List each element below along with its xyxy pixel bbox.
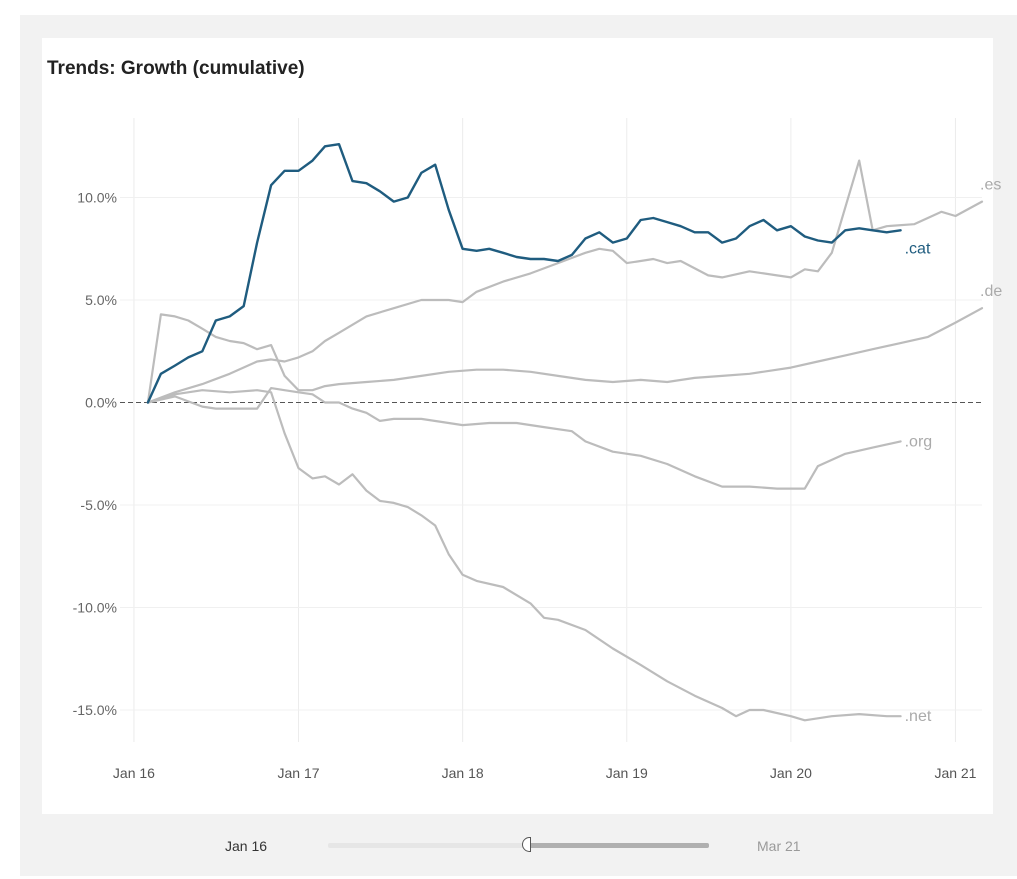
y-tick-label: -5.0% [80,497,117,513]
y-tick-label: -10.0% [73,600,117,616]
y-axis-tick-labels: 10.0% 5.0% 0.0% -5.0% -10.0% -15.0% [73,190,117,719]
y-tick-label: 0.0% [85,395,117,411]
series-label-net: .net [905,708,932,725]
x-tick-label: Jan 16 [113,765,155,781]
horizontal-gridlines [120,197,982,711]
chart-title: Trends: Growth (cumulative) [47,58,305,79]
series-label-es: .es [980,177,1001,194]
series-line-de[interactable] [146,307,984,404]
series-line-org[interactable] [146,387,902,490]
x-tick-label: Jan 18 [442,765,484,781]
slider-end-label: Mar 21 [757,838,801,854]
slider-handle[interactable] [522,837,531,852]
series-line-cat[interactable] [146,142,902,404]
chart-card [42,38,993,814]
y-tick-label: -15.0% [73,702,117,718]
x-tick-label: Jan 21 [934,765,976,781]
series-label-de: .de [980,283,1002,300]
date-range-slider[interactable] [328,837,709,852]
series-line-net[interactable] [146,389,902,722]
y-tick-label: 5.0% [85,292,117,308]
series-label-org: .org [905,433,933,450]
series-labels: .es .de .org .net .cat [905,177,1003,726]
x-tick-label: Jan 19 [606,765,648,781]
x-tick-label: Jan 17 [277,765,319,781]
series-line-es[interactable] [146,159,984,404]
x-tick-label: Jan 20 [770,765,812,781]
x-axis-tick-labels: Jan 16 Jan 17 Jan 18 Jan 19 Jan 20 Jan 21 [113,765,977,781]
y-tick-label: 10.0% [77,190,117,206]
series-lines [146,142,984,722]
vertical-gridlines [133,118,956,742]
series-label-cat: .cat [905,240,931,257]
slider-selected-range [526,843,709,848]
slider-start-label: Jan 16 [225,838,268,854]
